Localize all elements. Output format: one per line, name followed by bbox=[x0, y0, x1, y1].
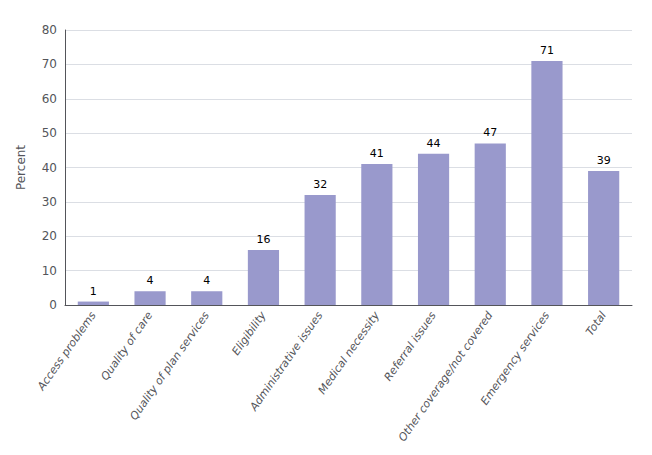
svg-text:Quality of plan services: Quality of plan services bbox=[127, 309, 212, 423]
svg-text:50: 50 bbox=[42, 126, 57, 140]
svg-text:Quality of care: Quality of care bbox=[98, 309, 155, 383]
svg-text:10: 10 bbox=[42, 264, 57, 278]
svg-text:47: 47 bbox=[483, 126, 497, 139]
svg-text:30: 30 bbox=[42, 195, 57, 209]
svg-text:41: 41 bbox=[370, 147, 384, 160]
svg-text:1: 1 bbox=[90, 285, 97, 298]
svg-text:80: 80 bbox=[42, 23, 57, 37]
svg-text:32: 32 bbox=[313, 178, 327, 191]
svg-text:Access problems: Access problems bbox=[34, 309, 99, 394]
svg-text:16: 16 bbox=[256, 233, 270, 246]
svg-text:40: 40 bbox=[42, 161, 57, 175]
svg-text:Other coverage/not covered: Other coverage/not covered bbox=[396, 308, 496, 444]
svg-text:60: 60 bbox=[42, 92, 57, 106]
svg-text:Eligibility: Eligibility bbox=[229, 309, 269, 358]
svg-text:20: 20 bbox=[42, 229, 57, 243]
svg-text:70: 70 bbox=[42, 57, 57, 71]
svg-text:4: 4 bbox=[203, 274, 210, 287]
svg-text:4: 4 bbox=[147, 274, 154, 287]
svg-text:39: 39 bbox=[597, 154, 611, 167]
svg-text:71: 71 bbox=[540, 44, 554, 57]
svg-text:0: 0 bbox=[49, 298, 57, 312]
svg-text:Percent: Percent bbox=[14, 145, 28, 190]
svg-text:44: 44 bbox=[427, 137, 441, 150]
svg-text:Administrative issues: Administrative issues bbox=[247, 309, 326, 414]
svg-text:Total: Total bbox=[583, 309, 609, 338]
svg-text:Medical necessity: Medical necessity bbox=[316, 309, 383, 397]
svg-text:Referral issues: Referral issues bbox=[382, 309, 440, 383]
svg-text:Emergency services: Emergency services bbox=[478, 309, 552, 407]
